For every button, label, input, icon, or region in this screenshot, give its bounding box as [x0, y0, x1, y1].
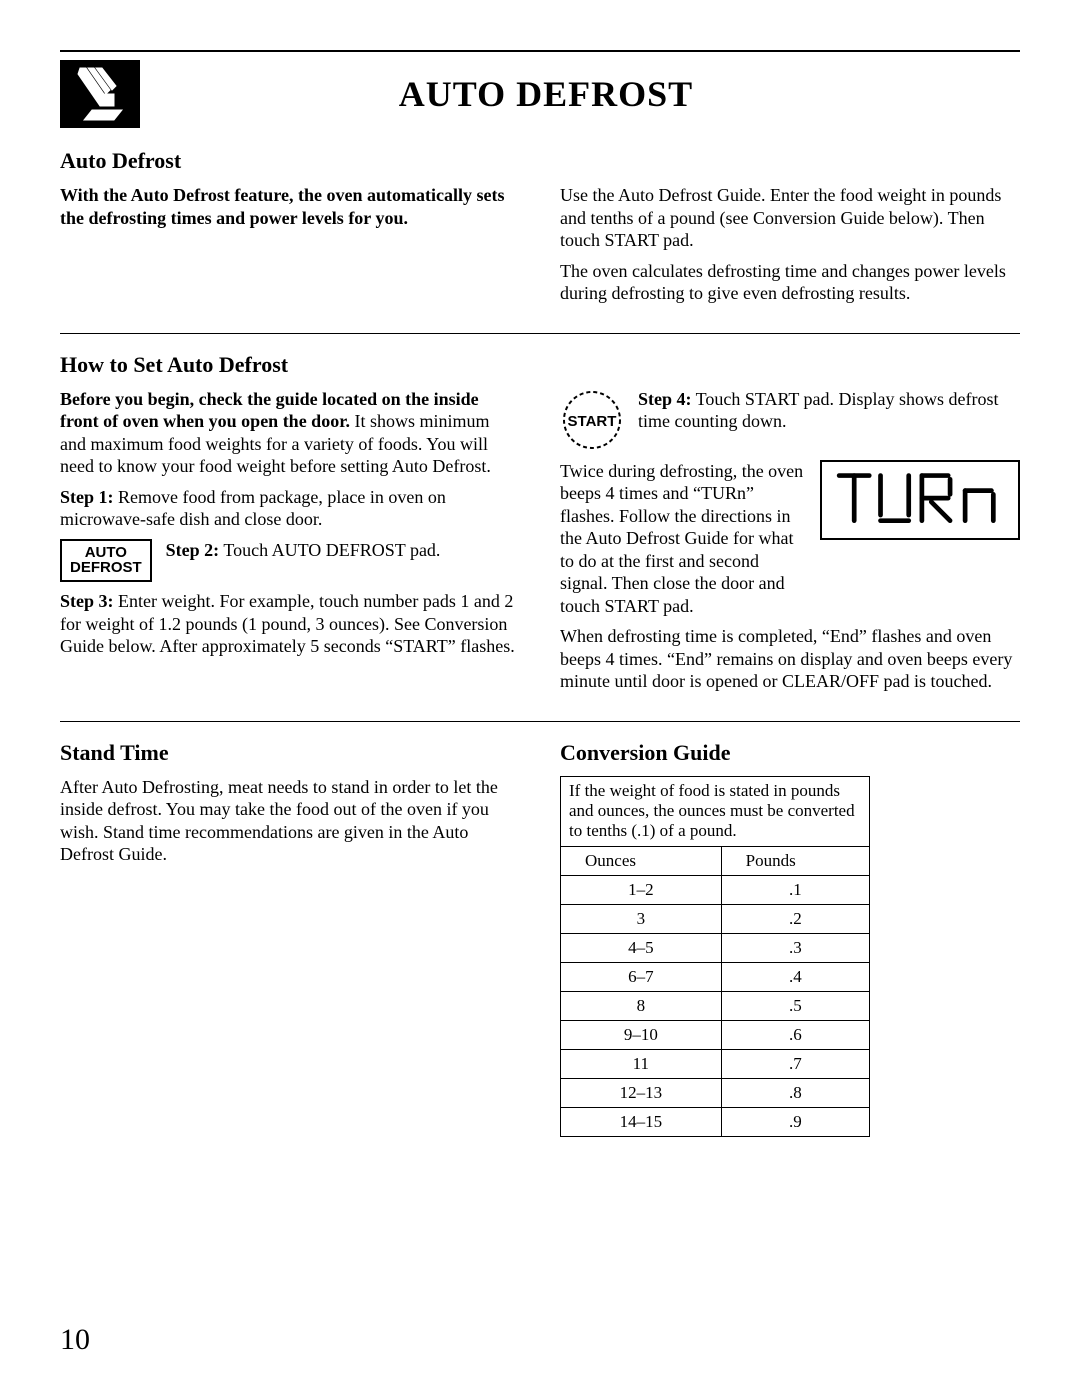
turn-row: Twice during defrosting, the oven beeps …	[560, 460, 1020, 618]
before-begin: Before you begin, check the guide locate…	[60, 388, 520, 478]
step-1-text: Remove food from package, place in oven …	[60, 487, 446, 530]
cell-pounds: .1	[721, 875, 869, 904]
hand-touch-icon	[60, 60, 140, 128]
heading-stand-time: Stand Time	[60, 740, 520, 766]
heading-conversion-guide: Conversion Guide	[560, 740, 1020, 766]
after-turn-text: When defrosting time is completed, “End”…	[560, 625, 1020, 693]
auto-defrost-pad-icon: AUTO DEFROST	[60, 539, 152, 583]
table-row: 14–15.9	[561, 1107, 870, 1136]
table-row: 3.2	[561, 904, 870, 933]
step-4-label: Step 4:	[638, 389, 692, 409]
step-1: Step 1: Remove food from package, place …	[60, 486, 520, 531]
section-auto-defrost: Auto Defrost With the Auto Defrost featu…	[60, 148, 1020, 313]
cell-ounces: 4–5	[561, 933, 722, 962]
heading-how-to-set: How to Set Auto Defrost	[60, 352, 1020, 378]
step-4: Step 4: Touch START pad. Display shows d…	[638, 388, 1020, 433]
intro-bold: With the Auto Defrost feature, the oven …	[60, 184, 520, 229]
start-pad-icon: START	[560, 388, 624, 452]
stand-time-text: After Auto Defrosting, meat needs to sta…	[60, 776, 520, 866]
cell-ounces: 12–13	[561, 1078, 722, 1107]
conversion-note: If the weight of food is stated in pound…	[561, 776, 870, 846]
turn-display-icon	[820, 460, 1020, 540]
cell-ounces: 9–10	[561, 1020, 722, 1049]
cell-pounds: .9	[721, 1107, 869, 1136]
conversion-table: If the weight of food is stated in pound…	[560, 776, 870, 1137]
cell-pounds: .6	[721, 1020, 869, 1049]
cell-pounds: .7	[721, 1049, 869, 1078]
cell-pounds: .2	[721, 904, 869, 933]
table-row: 6–7.4	[561, 962, 870, 991]
turn-text: Twice during defrosting, the oven beeps …	[560, 460, 806, 618]
step-2-row: AUTO DEFROST Step 2: Touch AUTO DEFROST …	[60, 539, 520, 583]
table-row: 1–2.1	[561, 875, 870, 904]
table-row: 12–13.8	[561, 1078, 870, 1107]
cell-ounces: 11	[561, 1049, 722, 1078]
auto-defrost-pad-line1: AUTO	[70, 545, 142, 561]
page-header: AUTO DEFROST	[60, 60, 1020, 128]
step-4-text: Touch START pad. Display shows defrost t…	[638, 389, 999, 432]
section-bottom: Stand Time After Auto Defrosting, meat n…	[60, 740, 1020, 1137]
col-header-pounds: Pounds	[721, 846, 869, 875]
table-row: 8.5	[561, 991, 870, 1020]
step-2-text: Touch AUTO DEFROST pad.	[219, 540, 440, 560]
start-pad-label: START	[568, 413, 617, 430]
section-divider-2	[60, 721, 1020, 722]
intro-right-1: Use the Auto Defrost Guide. Enter the fo…	[560, 184, 1020, 252]
cell-ounces: 1–2	[561, 875, 722, 904]
step-3: Step 3: Enter weight. For example, touch…	[60, 590, 520, 658]
heading-auto-defrost: Auto Defrost	[60, 148, 1020, 174]
cell-ounces: 14–15	[561, 1107, 722, 1136]
cell-ounces: 3	[561, 904, 722, 933]
auto-defrost-pad-line2: DEFROST	[70, 560, 142, 576]
cell-pounds: .4	[721, 962, 869, 991]
step-3-text: Enter weight. For example, touch number …	[60, 591, 515, 656]
cell-pounds: .8	[721, 1078, 869, 1107]
intro-right-2: The oven calculates defrosting time and …	[560, 260, 1020, 305]
step-1-label: Step 1:	[60, 487, 114, 507]
cell-ounces: 6–7	[561, 962, 722, 991]
cell-pounds: .5	[721, 991, 869, 1020]
table-row: 9–10.6	[561, 1020, 870, 1049]
step-2-label: Step 2:	[166, 540, 220, 560]
top-rule	[60, 50, 1020, 52]
cell-ounces: 8	[561, 991, 722, 1020]
section-divider	[60, 333, 1020, 334]
step-2: Step 2: Touch AUTO DEFROST pad.	[166, 539, 441, 562]
section-how-to-set: How to Set Auto Defrost Before you begin…	[60, 352, 1020, 701]
page-title: AUTO DEFROST	[152, 73, 1020, 115]
page-number: 10	[60, 1323, 90, 1357]
step-3-label: Step 3:	[60, 591, 114, 611]
table-row: 4–5.3	[561, 933, 870, 962]
col-header-ounces: Ounces	[561, 846, 722, 875]
table-row: 11.7	[561, 1049, 870, 1078]
cell-pounds: .3	[721, 933, 869, 962]
step-4-row: START Step 4: Touch START pad. Display s…	[560, 388, 1020, 452]
